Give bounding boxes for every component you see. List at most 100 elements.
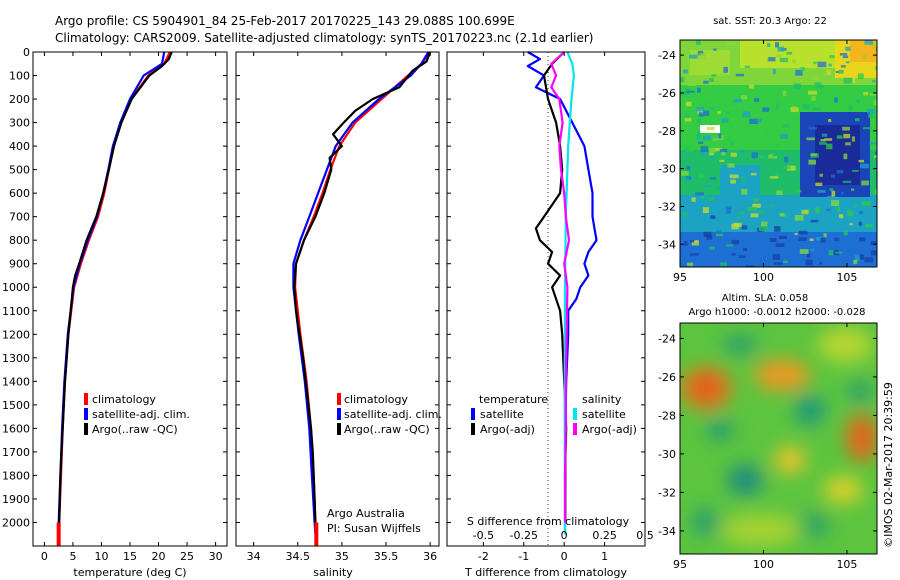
sst-speckle <box>806 216 815 219</box>
sst-speckle <box>717 187 722 190</box>
sst-speckle <box>776 54 782 58</box>
sst-speckle <box>858 159 864 163</box>
series-line-argo-raw-qc <box>58 51 173 523</box>
sst-speckle <box>808 127 817 130</box>
salinity-xlabel: salinity <box>313 566 353 579</box>
x-tick-label: 0 <box>41 550 48 563</box>
sst-speckle <box>778 235 787 240</box>
sst-speckle <box>794 232 798 235</box>
sst-speckle <box>829 55 835 59</box>
sst-speckle <box>684 113 690 117</box>
sst-speckle <box>761 221 768 228</box>
sst-speckle <box>698 173 704 178</box>
legend-swatch-t-satellite <box>471 408 475 420</box>
difference-legend: temperature salinity satellite Argo(-adj… <box>471 393 637 436</box>
sst-speckle <box>767 164 771 170</box>
annotation-pi: PI: Susan Wijffels <box>327 522 421 535</box>
sst-speckle <box>745 116 752 121</box>
sst-speckle <box>860 163 870 169</box>
salinity-axes-frame <box>235 51 440 547</box>
legend-swatch-satellite-adj <box>337 408 341 420</box>
sst-speckle <box>697 50 704 56</box>
sst-speckle <box>680 229 685 232</box>
sst-speckle <box>685 101 692 107</box>
sst-speckle <box>691 197 696 202</box>
lat-tick-label: -24 <box>658 332 676 345</box>
legend-title-salinity: salinity <box>582 393 622 406</box>
sst-speckle <box>733 222 742 227</box>
sst-speckle <box>684 241 688 246</box>
sst-speckle <box>741 225 748 230</box>
sst-speckle <box>682 95 687 99</box>
sst-speckle <box>812 75 819 80</box>
sst-speckle <box>827 195 834 199</box>
lat-tick-label: -32 <box>658 486 676 499</box>
sst-speckle <box>731 253 736 256</box>
sst-speckle <box>710 215 716 219</box>
sst-speckle <box>835 71 840 73</box>
sst-speckle <box>687 83 696 86</box>
sst-speckle <box>792 106 797 109</box>
sst-speckle <box>838 214 844 219</box>
sst-speckle <box>695 192 704 196</box>
sst-speckle <box>696 118 701 124</box>
sst-speckle <box>691 240 699 246</box>
sst-speckle <box>876 89 877 94</box>
sst-speckle <box>711 74 717 77</box>
salinity-difference-axis: -0.5 -0.25 0 0.25 0.5 <box>473 529 654 542</box>
sst-speckle <box>808 159 816 165</box>
sst-speckle <box>862 54 866 60</box>
sst-speckle <box>851 136 855 142</box>
sst-speckle <box>809 238 814 241</box>
sst-speckle <box>757 119 762 123</box>
sst-speckle <box>853 203 858 208</box>
bottom-climatology-marker <box>314 522 319 546</box>
sst-speckle <box>784 156 789 163</box>
sst-speckle <box>753 198 759 202</box>
sla-high-blob <box>846 414 877 462</box>
sst-speckle <box>859 211 863 214</box>
sst-speckle <box>847 210 854 217</box>
series-line-climatology <box>57 51 171 535</box>
sst-speckle <box>858 221 862 226</box>
sst-speckle <box>687 262 694 267</box>
sst-speckle <box>820 139 826 142</box>
header-title-line2: Climatology: CARS2009. Satellite-adjuste… <box>55 31 593 45</box>
sst-speckle <box>736 217 743 220</box>
sst-speckle <box>810 153 817 156</box>
sst-speckle <box>689 144 698 150</box>
sst-speckle <box>834 97 838 103</box>
sst-speckle <box>815 182 823 186</box>
y-tick-label: 900 <box>9 258 30 271</box>
sst-speckle <box>869 93 877 96</box>
legend-swatch-t-argo <box>471 423 475 435</box>
sst-field <box>680 40 877 267</box>
sst-speckle <box>696 106 705 112</box>
difference-panel: -2 -1 0 1 -0.5 -0.25 0 0.25 0.5 S difference fr… <box>446 51 654 579</box>
sst-speckle <box>843 77 853 84</box>
sst-speckle <box>793 83 801 90</box>
sst-speckle <box>750 173 757 176</box>
series-line-argo-raw-qc <box>293 51 432 523</box>
x-tick-label: 1 <box>601 550 608 563</box>
sst-speckle <box>690 240 694 243</box>
y-tick-label: 1800 <box>2 469 30 482</box>
sst-speckle <box>709 152 714 156</box>
sst-speckle <box>680 76 685 83</box>
sst-speckle <box>749 84 754 89</box>
sst-speckle <box>740 95 747 100</box>
y-tick-label: 1600 <box>2 422 30 435</box>
sst-speckle <box>780 133 789 139</box>
y-tick-label: 1300 <box>2 352 30 365</box>
s-tick-label: 0 <box>561 529 568 542</box>
sst-speckle <box>855 118 860 122</box>
sst-speckle <box>864 257 874 263</box>
sst-speckle <box>838 69 844 74</box>
sst-speckle <box>696 135 700 140</box>
sst-speckle <box>845 61 850 64</box>
sst-speckle <box>828 63 832 67</box>
sst-speckle <box>742 111 751 118</box>
sst-speckle <box>686 90 695 93</box>
x-tick-label: 15 <box>123 550 137 563</box>
sst-speckle <box>709 78 714 82</box>
